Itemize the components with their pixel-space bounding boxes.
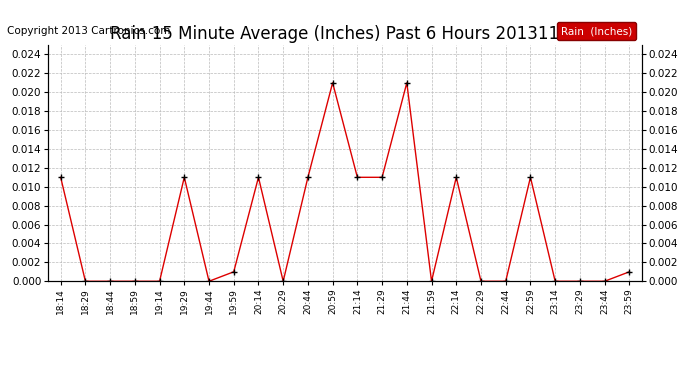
Text: Copyright 2013 Cartronics.com: Copyright 2013 Cartronics.com [7, 26, 170, 36]
Title: Rain 15 Minute Average (Inches) Past 6 Hours 20131120: Rain 15 Minute Average (Inches) Past 6 H… [110, 26, 580, 44]
Legend: Rain  (Inches): Rain (Inches) [557, 22, 636, 40]
